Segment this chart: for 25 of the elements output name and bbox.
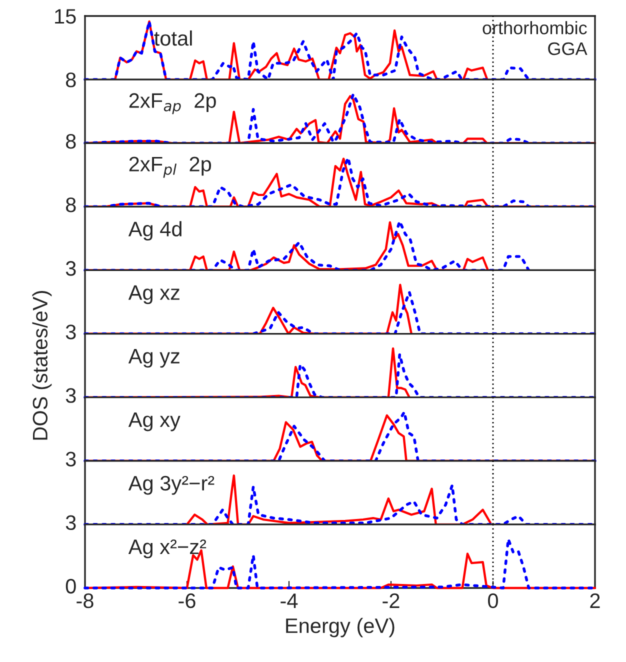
chart-title: 2xF$_{pl}$ 2p [129,156,212,178]
x-tick-label: -2 [382,593,400,608]
text: total [154,30,192,46]
text: 3 [66,452,76,466]
annotation: orthorhombic GGA [482,21,588,56]
chart-title: 2xF$_{ap}$ 2p [129,93,216,114]
x-axis-title: Energy (eV) [286,618,394,638]
x-tick-label: 0 [488,593,498,608]
x-tick-label: -8 [76,593,94,608]
text: 3 [66,261,76,276]
chart-title: Ag xy [128,412,180,432]
chart-title: Ag x²−z² [128,540,206,558]
chart-title: Ag yz [128,348,180,368]
x-tick-label: 2 [590,593,600,608]
y-axis-title: DOS (states/eV) [32,291,52,440]
chart-title: Ag xz [128,285,180,304]
text: 3 [66,324,76,340]
chart-title: Ag 4d [128,221,182,241]
text: 3 [66,515,76,530]
y-tick-label: 15 [55,9,76,24]
text: 3 [66,388,76,403]
chart-title: Ag 3y²−r² [128,476,214,495]
x-tick-label: -6 [178,593,196,608]
text: 0 [66,578,76,594]
x-tick-label: -4 [280,594,298,608]
